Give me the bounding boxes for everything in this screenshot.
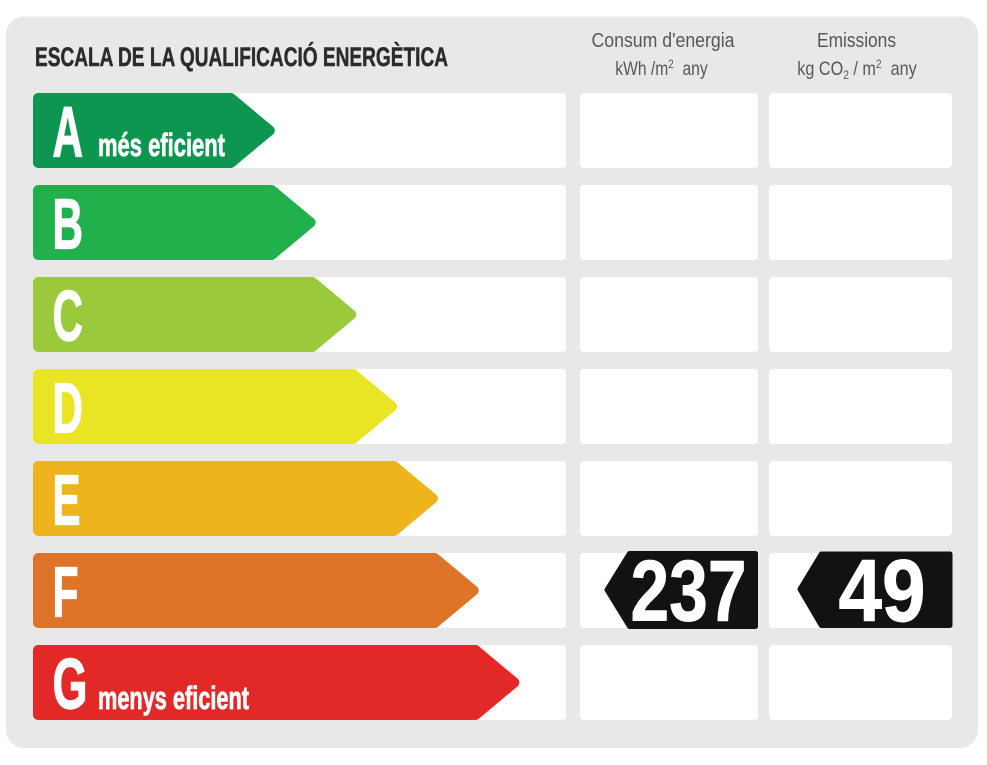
- svg-text:menys eficient: menys eficient: [98, 680, 249, 716]
- svg-text:Emissions: Emissions: [817, 29, 896, 52]
- svg-text:B: B: [53, 186, 84, 265]
- svg-text:G: G: [53, 646, 88, 725]
- svg-text:kg CO2 / m2 any: kg CO2 / m2 any: [797, 58, 917, 82]
- svg-text:ESCALA DE LA QUALIFICACIÓ ENER: ESCALA DE LA QUALIFICACIÓ ENERGÈTICA: [35, 42, 448, 72]
- svg-text:D: D: [53, 370, 84, 449]
- svg-text:E: E: [53, 462, 81, 541]
- svg-text:C: C: [53, 278, 84, 357]
- svg-text:49: 49: [839, 541, 926, 640]
- svg-text:237: 237: [631, 544, 747, 640]
- svg-text:A: A: [53, 94, 84, 173]
- svg-text:kWh /m2 any: kWh /m2 any: [615, 58, 708, 80]
- svg-text:F: F: [53, 554, 79, 633]
- svg-text:Consum d'energia: Consum d'energia: [592, 29, 736, 52]
- svg-text:més eficient: més eficient: [98, 127, 225, 163]
